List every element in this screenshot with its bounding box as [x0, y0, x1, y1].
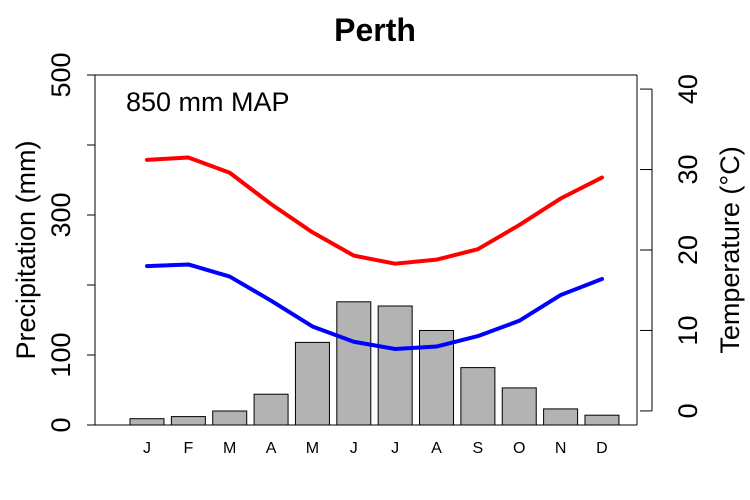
precip-bar-7: [377, 305, 413, 426]
temperature-axis-label: Temperature (°C): [715, 146, 745, 353]
precipitation-tick-label-0: 0: [46, 417, 76, 432]
map-annotation: 850 mm MAP: [126, 87, 290, 117]
month-label-1: J: [143, 440, 151, 457]
precip-bar-6: [336, 301, 372, 426]
month-label-8: A: [431, 440, 442, 457]
precipitation-tick-label-100: 100: [46, 332, 76, 377]
precip-bar-9: [460, 367, 496, 426]
temperature-tick-label-30: 30: [673, 155, 703, 185]
chart-title: Perth: [334, 12, 416, 48]
precipitation-bars: [129, 301, 620, 426]
precip-bar-5: [294, 341, 330, 426]
month-label-10: O: [513, 440, 525, 457]
month-label-6: J: [350, 440, 358, 457]
month-label-3: M: [223, 440, 236, 457]
temperature-tick-label-40: 40: [673, 74, 703, 104]
month-label-12: D: [596, 440, 608, 457]
month-label-11: N: [555, 440, 567, 457]
temperature-tick-label-0: 0: [673, 403, 703, 418]
temperature-lines: [145, 155, 604, 351]
month-label-7: J: [391, 440, 399, 457]
precip-bar-10: [501, 387, 537, 426]
temperature-tick-label-10: 10: [673, 315, 703, 345]
month-label-4: A: [266, 440, 277, 457]
temperature-line-1: [145, 155, 604, 266]
precip-bar-1: [129, 418, 165, 426]
precip-bar-4: [253, 393, 289, 426]
chart-axes: 0 100 300 500 0 10 20 30 40 J F M A M J J A S O N D: [46, 52, 703, 457]
month-label-9: S: [473, 440, 484, 457]
precip-bar-12: [584, 414, 620, 426]
precip-bar-11: [543, 408, 579, 426]
precip-bar-2: [170, 416, 206, 426]
temperature-line-2: [145, 262, 604, 351]
precip-bar-3: [212, 410, 248, 426]
precipitation-tick-label-300: 300: [46, 192, 76, 237]
precipitation-axis-label: Precipitation (mm): [11, 140, 41, 359]
month-label-5: M: [306, 440, 319, 457]
precipitation-tick-label-500: 500: [46, 52, 76, 97]
temperature-tick-label-20: 20: [673, 235, 703, 265]
month-label-2: F: [183, 440, 193, 457]
